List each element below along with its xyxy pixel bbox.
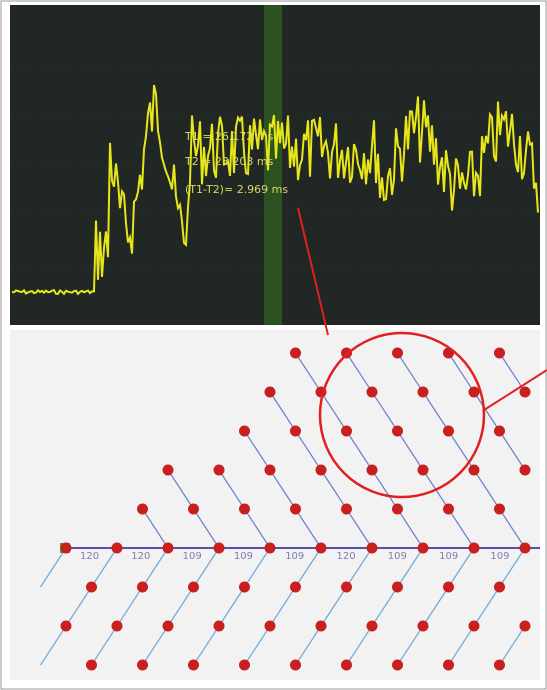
node	[469, 465, 480, 476]
node	[469, 387, 480, 398]
node	[265, 543, 276, 554]
node	[188, 582, 199, 593]
node	[392, 582, 403, 593]
node	[494, 582, 505, 593]
page: T1 = 26.172 ms T2 = 23.203 ms (T1-T2)= 2…	[0, 0, 547, 690]
node	[316, 465, 327, 476]
readout: T1 = 26.172 ms	[184, 130, 274, 143]
node	[367, 465, 378, 476]
baseline-label: 109	[439, 551, 458, 562]
node	[494, 660, 505, 671]
baseline-label: 120	[337, 551, 356, 562]
node	[443, 426, 454, 437]
node	[163, 465, 174, 476]
node	[520, 621, 531, 632]
node	[112, 621, 123, 632]
baseline-label: 109	[388, 551, 407, 562]
node	[418, 387, 429, 398]
node	[137, 504, 148, 515]
node	[469, 621, 480, 632]
node	[265, 387, 276, 398]
baseline-label: 120	[131, 551, 150, 562]
node	[290, 504, 301, 515]
baseline-label: 109	[234, 551, 253, 562]
node	[316, 621, 327, 632]
node	[214, 543, 225, 554]
node	[163, 621, 174, 632]
node	[443, 504, 454, 515]
node	[265, 465, 276, 476]
node	[341, 426, 352, 437]
node	[494, 348, 505, 359]
baseline-label: 109	[183, 551, 202, 562]
node	[137, 660, 148, 671]
baseline-label: 109	[490, 551, 509, 562]
node	[214, 465, 225, 476]
node	[367, 543, 378, 554]
node	[418, 543, 429, 554]
node	[367, 621, 378, 632]
node	[239, 582, 250, 593]
readout: T2 = 23.203 ms	[184, 155, 274, 168]
node	[494, 426, 505, 437]
node	[443, 582, 454, 593]
node	[239, 426, 250, 437]
node	[239, 660, 250, 671]
node	[86, 582, 97, 593]
node	[341, 660, 352, 671]
node	[392, 426, 403, 437]
node	[520, 543, 531, 554]
node	[214, 621, 225, 632]
node	[112, 543, 123, 554]
node	[418, 621, 429, 632]
node	[86, 660, 97, 671]
readout: (T1-T2)= 2.969 ms	[185, 183, 288, 196]
node	[443, 660, 454, 671]
baseline-label: 120	[80, 551, 99, 562]
node	[341, 504, 352, 515]
node	[265, 621, 276, 632]
node	[418, 465, 429, 476]
node	[61, 543, 72, 554]
node	[520, 465, 531, 476]
node	[392, 348, 403, 359]
node	[137, 582, 148, 593]
node	[61, 621, 72, 632]
figure: T1 = 26.172 ms T2 = 23.203 ms (T1-T2)= 2…	[0, 0, 547, 690]
node	[239, 504, 250, 515]
node	[163, 543, 174, 554]
baseline-labels: 120 120 109 109 109 120 109 109 109	[80, 551, 509, 562]
node	[188, 660, 199, 671]
baseline-label: 109	[285, 551, 304, 562]
node	[290, 660, 301, 671]
node	[316, 543, 327, 554]
readouts: T1 = 26.172 ms T2 = 23.203 ms (T1-T2)= 2…	[184, 130, 288, 196]
node	[392, 660, 403, 671]
node	[188, 504, 199, 515]
node	[341, 582, 352, 593]
node	[520, 387, 531, 398]
node	[290, 582, 301, 593]
node	[469, 543, 480, 554]
node	[367, 387, 378, 398]
node	[290, 426, 301, 437]
node	[290, 348, 301, 359]
node	[494, 504, 505, 515]
node	[392, 504, 403, 515]
